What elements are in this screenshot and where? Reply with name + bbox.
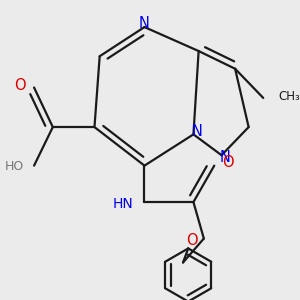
Text: N: N (139, 16, 150, 31)
Text: N: N (192, 124, 203, 140)
Text: N: N (220, 150, 231, 165)
Text: CH₃: CH₃ (278, 90, 300, 103)
Text: O: O (14, 78, 25, 93)
Text: O: O (187, 232, 198, 247)
Text: O: O (222, 155, 234, 170)
Text: HO: HO (5, 160, 24, 173)
Text: HN: HN (113, 196, 134, 211)
